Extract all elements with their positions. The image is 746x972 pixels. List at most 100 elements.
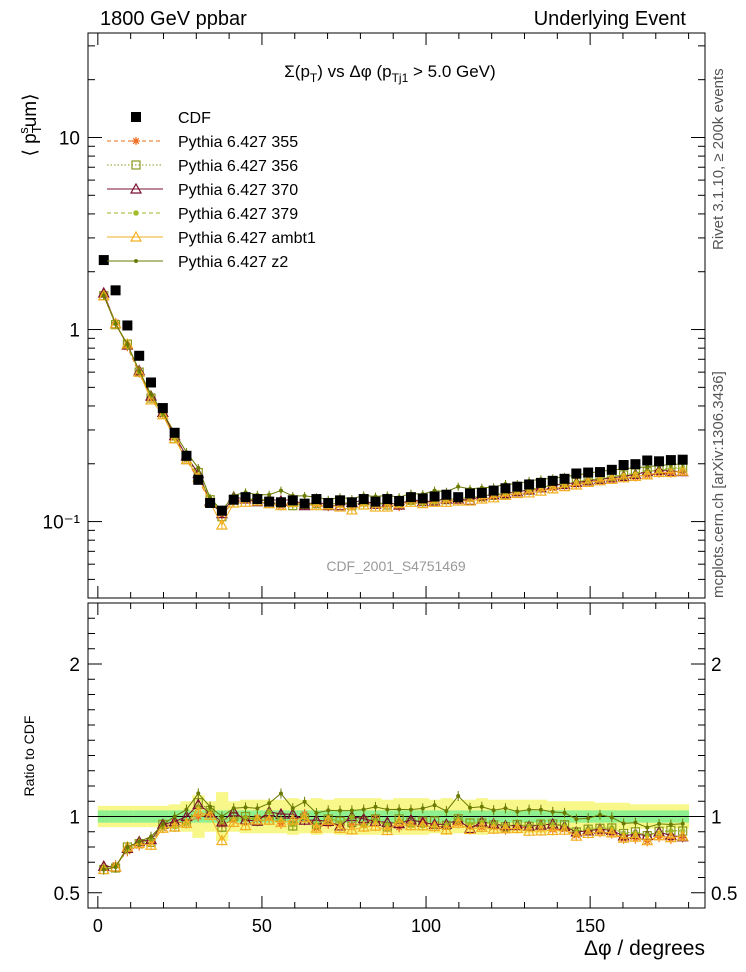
data-point	[357, 498, 370, 510]
ratio-y-tick-label: 2	[69, 655, 80, 676]
legend-marker	[131, 160, 141, 170]
data-point	[149, 392, 154, 397]
ratio-point	[420, 806, 425, 811]
data-point	[302, 493, 307, 498]
data-point	[394, 495, 405, 506]
legend-marker	[133, 210, 139, 216]
data-point	[453, 492, 464, 503]
ratio-point	[582, 827, 595, 839]
ratio-point	[334, 822, 347, 833]
x-tick-label: 0	[93, 916, 103, 936]
data-point	[593, 474, 606, 486]
ratio-point	[523, 824, 536, 836]
series-pythia-6-427-ambt1	[97, 289, 689, 530]
ratio-point	[667, 828, 674, 835]
data-point	[101, 293, 106, 298]
data-point	[323, 497, 334, 508]
ratio-point	[180, 817, 193, 829]
ratio-point	[527, 807, 532, 812]
ratio-point	[227, 816, 240, 827]
ratio-point	[267, 801, 272, 806]
ratio-point	[243, 805, 248, 810]
data-point	[299, 498, 310, 509]
data-point	[264, 496, 275, 507]
ratio-point	[629, 830, 642, 842]
data-point	[475, 492, 488, 504]
data-point	[677, 454, 688, 465]
data-point	[168, 432, 181, 444]
data-point	[346, 497, 357, 508]
data-point	[98, 255, 109, 266]
data-point	[125, 342, 130, 347]
ratio-point	[487, 822, 500, 834]
data-point	[144, 393, 158, 405]
ratio-point	[326, 808, 331, 813]
data-point	[440, 496, 453, 507]
data-point	[252, 494, 263, 505]
ratio-point	[546, 824, 559, 836]
header-right: Underlying Event	[533, 8, 686, 30]
ratio-point	[310, 821, 323, 833]
ratio-point	[215, 834, 228, 846]
data-point	[169, 427, 180, 438]
series-cdf	[98, 255, 688, 516]
ratio-point	[432, 803, 437, 808]
ratio-point	[349, 808, 354, 813]
legend-marker	[131, 112, 141, 122]
series-pythia-6-427-370	[97, 286, 689, 519]
ratio-point	[219, 814, 224, 819]
ratio-point	[322, 813, 335, 825]
ratio-point	[574, 817, 579, 822]
x-tick-label: 50	[252, 916, 272, 936]
ratio-point	[605, 826, 618, 838]
data-point	[417, 493, 428, 504]
ratio-point	[251, 813, 264, 825]
ratio-point	[290, 806, 295, 811]
legend-entry: Pythia 6.427 370	[107, 182, 298, 199]
legend-entry: Pythia 6.427 356	[107, 158, 298, 175]
ratio-point	[404, 819, 417, 831]
legend-entry: Pythia 6.427 379	[107, 206, 298, 223]
ratio-point	[440, 823, 453, 835]
legend-entry: Pythia 6.427 ambt1	[107, 230, 316, 247]
legend-label: Pythia 6.427 356	[178, 158, 298, 175]
ratio-y-tick-label-right: 0.5	[711, 884, 737, 905]
ratio-point	[597, 812, 602, 817]
ratio-point	[215, 815, 228, 827]
ratio-point	[537, 821, 544, 828]
ratio-point	[657, 821, 662, 826]
ratio-point	[192, 805, 205, 817]
series-line	[103, 295, 683, 527]
x-tick-label: 150	[575, 916, 605, 936]
data-point	[335, 495, 346, 506]
ratio-y-tick-label-right: 1	[711, 808, 722, 829]
data-point	[334, 500, 347, 512]
data-point	[642, 455, 653, 466]
ratio-point	[645, 825, 650, 830]
data-point	[146, 377, 157, 388]
legend-label: Pythia 6.427 370	[178, 182, 298, 199]
data-point	[181, 450, 192, 461]
ratio-point	[266, 808, 273, 815]
data-point	[665, 455, 676, 466]
legend-entry: Pythia 6.427 z2	[107, 254, 288, 271]
ratio-point	[242, 814, 249, 821]
ratio-point	[558, 823, 571, 835]
x-tick-label: 100	[411, 916, 441, 936]
data-point	[664, 466, 677, 478]
data-point	[653, 466, 666, 478]
data-point	[345, 503, 358, 515]
ratio-point	[515, 809, 520, 814]
legend-label: Pythia 6.427 ambt1	[178, 230, 316, 247]
data-point	[137, 368, 142, 373]
legend-label: Pythia 6.427 355	[178, 134, 298, 151]
ratio-point	[534, 824, 547, 836]
main-y-axis-label: ⟨ pTsum⟩	[16, 93, 44, 156]
ratio-point	[562, 810, 567, 815]
legend-label: Pythia 6.427 379	[178, 206, 298, 223]
data-point	[428, 496, 441, 507]
data-point	[157, 403, 168, 414]
data-point	[193, 474, 204, 485]
legend-marker	[134, 259, 138, 263]
ratio-series-pythia-6-427-z2	[101, 788, 685, 875]
